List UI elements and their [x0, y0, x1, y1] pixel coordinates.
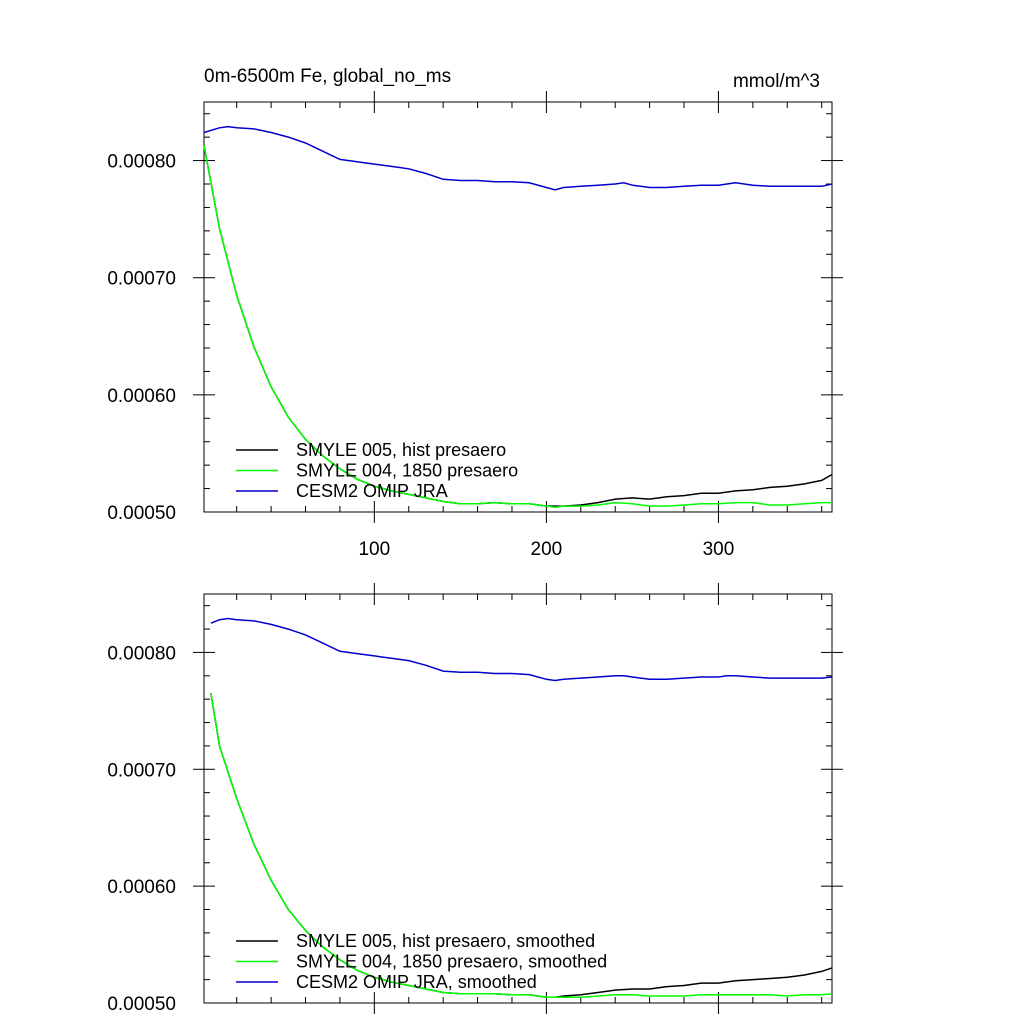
series-line-2 [203, 145, 832, 509]
bottom-panel: 0.00050 0.00060 0.00070 0.00080 SMYLE 005, h… [107, 583, 843, 1015]
legend-label: SMYLE 004, 1850 presaero, smoothed [296, 952, 607, 972]
y-tick-label: 0.00050 [107, 503, 176, 524]
legend-label: CESM2 OMIP JRA [296, 481, 448, 501]
chart-title: 0m-6500m Fe, global_no_ms [204, 66, 451, 87]
plot-frame [203, 593, 833, 1004]
series-line-3 [203, 125, 833, 191]
y-tick-label: 0.00080 [107, 152, 176, 173]
legend-label: CESM2 OMIP JRA, smoothed [296, 972, 537, 992]
legend-label: SMYLE 005, hist presaero, smoothed [296, 931, 595, 951]
x-tick-label: 100 [358, 539, 390, 560]
legend-label: SMYLE 004, 1850 presaero [296, 461, 518, 481]
legend-label: SMYLE 005, hist presaero [296, 440, 506, 460]
y-tick-label: 0.00050 [107, 994, 176, 1015]
top-panel: 100 200 300 0.00050 0.00060 0.00070 0.00080 SMY… [107, 91, 843, 560]
series-line-2 [210, 693, 833, 998]
y-tick-label: 0.00080 [107, 643, 176, 664]
x-tick-label: 300 [703, 539, 735, 560]
y-tick-label: 0.00060 [107, 386, 176, 407]
plot-frame [203, 101, 833, 513]
y-tick-label: 0.00070 [107, 269, 176, 290]
y-tick-label: 0.00060 [107, 877, 176, 898]
series-line-3 [210, 617, 833, 682]
y-tick-label: 0.00070 [107, 760, 176, 781]
units-label: mmol/m^3 [733, 71, 820, 92]
x-tick-label: 200 [531, 539, 563, 560]
